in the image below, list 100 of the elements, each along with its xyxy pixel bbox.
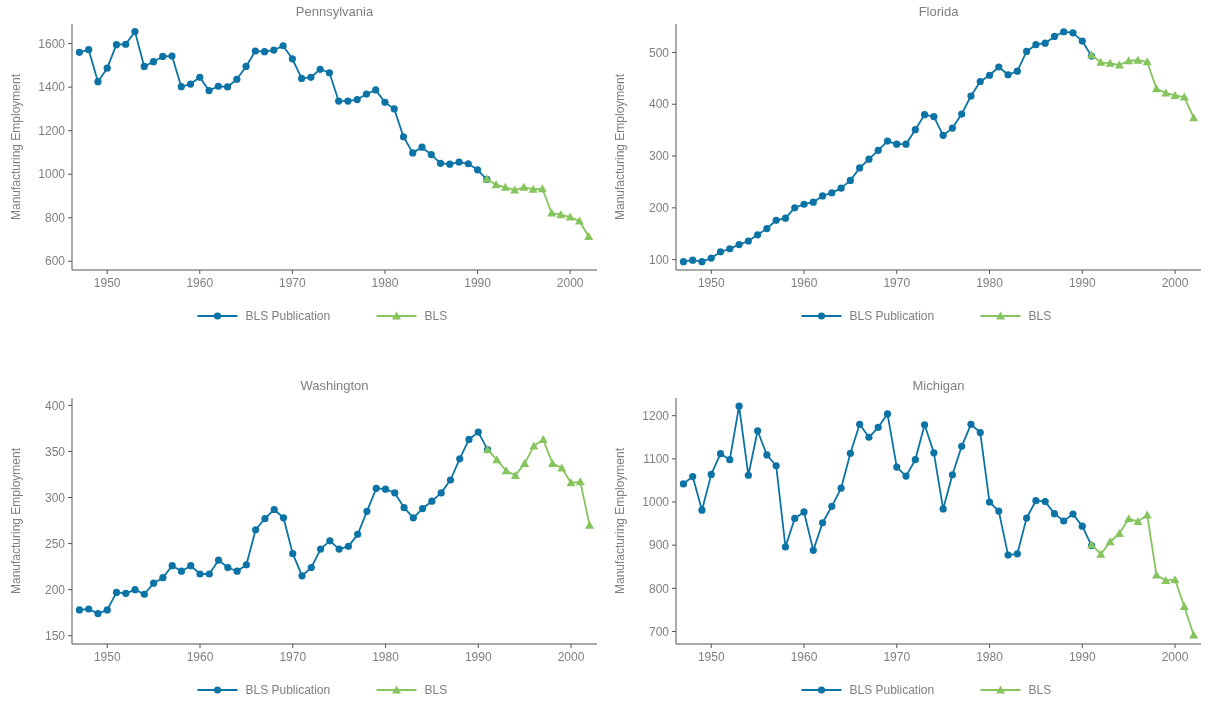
chart-title: Washington xyxy=(300,378,369,393)
point xyxy=(689,472,697,481)
point xyxy=(1096,549,1106,558)
point xyxy=(1041,39,1049,47)
point xyxy=(679,480,688,488)
point xyxy=(131,28,139,36)
point xyxy=(214,556,223,564)
point xyxy=(1023,514,1031,522)
point xyxy=(781,543,790,551)
point xyxy=(809,198,817,206)
point xyxy=(418,143,426,151)
point xyxy=(856,164,864,172)
point xyxy=(196,73,204,81)
chart-title: Florida xyxy=(918,4,960,19)
point xyxy=(800,200,808,208)
point xyxy=(75,48,84,56)
point xyxy=(112,41,121,49)
point xyxy=(279,514,288,522)
point xyxy=(1151,84,1161,93)
point xyxy=(419,504,427,513)
point xyxy=(538,434,548,443)
point xyxy=(837,184,845,192)
point xyxy=(585,520,595,529)
point xyxy=(122,40,130,48)
point xyxy=(1105,537,1115,546)
point xyxy=(298,572,306,580)
point xyxy=(233,75,241,83)
x-tick-label: 2000 xyxy=(1161,650,1189,664)
y-tick-label: 300 xyxy=(44,490,66,505)
point xyxy=(967,92,975,100)
y-axis-title: Manufacturing Employment xyxy=(613,73,627,221)
point xyxy=(995,63,1003,71)
point xyxy=(399,133,408,141)
y-tick-label: 200 xyxy=(44,582,66,597)
x-tick-label: 1960 xyxy=(186,650,214,664)
point xyxy=(381,485,390,493)
point xyxy=(390,105,398,113)
point xyxy=(716,248,725,256)
point xyxy=(1114,529,1124,538)
point xyxy=(791,514,799,523)
point xyxy=(902,140,910,148)
x-tick-label: 1970 xyxy=(883,650,911,664)
y-tick-label: 400 xyxy=(44,398,66,413)
legend-label: BLS xyxy=(1028,309,1052,324)
point xyxy=(1060,28,1068,36)
point xyxy=(446,476,455,484)
legend-label: BLS Publication xyxy=(849,309,935,324)
point xyxy=(893,140,901,148)
point xyxy=(214,82,222,90)
y-tick-label: 1100 xyxy=(643,452,670,467)
point xyxy=(976,428,984,437)
point xyxy=(473,166,482,174)
point xyxy=(744,471,752,479)
point xyxy=(575,477,585,486)
y-tick-label: 700 xyxy=(648,624,670,639)
point xyxy=(233,567,241,575)
x-tick-label: 1980 xyxy=(371,276,399,290)
point xyxy=(958,442,966,450)
point xyxy=(354,530,362,538)
point xyxy=(958,110,966,118)
point xyxy=(1142,57,1152,66)
point xyxy=(1023,47,1031,56)
y-tick-label: 250 xyxy=(44,536,66,551)
point xyxy=(510,185,520,194)
point xyxy=(242,561,250,569)
point xyxy=(437,489,445,497)
point xyxy=(1032,41,1040,49)
point xyxy=(584,231,594,240)
point xyxy=(168,52,176,60)
point xyxy=(1004,71,1012,79)
point xyxy=(698,506,706,514)
point xyxy=(1013,67,1021,75)
point xyxy=(911,456,919,464)
point xyxy=(754,427,762,435)
point xyxy=(1078,522,1086,530)
point xyxy=(939,505,947,513)
point xyxy=(828,502,836,510)
point xyxy=(75,606,84,614)
point xyxy=(205,87,213,95)
x-tick-label: 1980 xyxy=(372,650,400,664)
point xyxy=(828,189,836,197)
point xyxy=(270,505,278,514)
point xyxy=(372,86,380,94)
point xyxy=(223,83,232,91)
point xyxy=(464,160,472,168)
y-tick-label: 500 xyxy=(648,45,670,60)
x-tick-label: 2000 xyxy=(557,650,585,664)
point xyxy=(428,497,436,505)
point xyxy=(491,180,501,189)
point xyxy=(920,111,929,119)
point xyxy=(474,428,482,436)
point xyxy=(763,451,771,459)
point xyxy=(557,463,567,472)
point xyxy=(948,471,957,479)
point xyxy=(94,610,102,618)
chart-title: Michigan xyxy=(912,378,965,393)
x-tick-label: 1990 xyxy=(1068,276,1096,290)
point xyxy=(883,137,892,145)
point xyxy=(103,64,111,72)
point xyxy=(1133,516,1143,525)
